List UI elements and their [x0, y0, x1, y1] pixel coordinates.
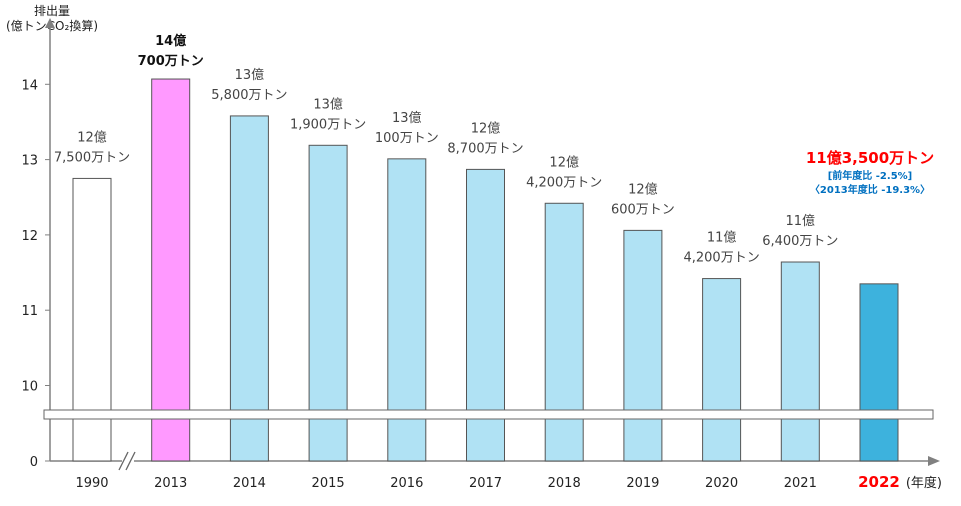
bar-label-oku: 12億: [628, 181, 658, 197]
bar-2014: [229, 115, 269, 462]
bar-label-oku: 12億: [471, 120, 501, 136]
y-axis-title-line1: 排出量: [33, 4, 70, 18]
y-tick-label: 10: [21, 380, 38, 395]
x-axis-arrow: [928, 456, 940, 466]
bar-2020: [702, 278, 742, 462]
bar-2013: [151, 78, 191, 462]
x-tick-label: 1990: [75, 476, 108, 491]
bar-label-oku: 11億: [786, 213, 816, 229]
y-tick-label: 12: [21, 229, 38, 244]
x-tick-label: 2020: [705, 476, 738, 491]
highlight-2013-note: 〈2013年度比 -19.3%〉: [810, 183, 930, 196]
bar-2015: [308, 144, 348, 462]
y-tick-label: 14: [21, 78, 38, 93]
axis-break-band: [43, 409, 934, 420]
y-axis-arrow: [45, 18, 55, 28]
bar-label-oku: 13億: [392, 110, 422, 126]
bar-2022: [859, 283, 899, 462]
bar-label-oku: 12億: [549, 154, 579, 170]
bar-label-man: 6,400万トン: [762, 234, 838, 249]
bar-2018: [544, 202, 584, 462]
x-tick-label: 2017: [469, 476, 502, 491]
bar-label-man: 8,700万トン: [447, 141, 523, 156]
bar-label-oku: 11億: [707, 230, 737, 246]
y-tick-label: 0: [30, 455, 38, 470]
bar-label-man: 5,800万トン: [211, 88, 287, 103]
bar-label-oku: 13億: [313, 96, 343, 112]
x-tick-label: 2016: [390, 476, 423, 491]
x-tick-label: 2013: [154, 476, 187, 491]
y-tick-label: 11: [21, 304, 38, 319]
bar-label-man: 600万トン: [611, 202, 675, 217]
x-tick-label: 2014: [233, 476, 266, 491]
x-axis-break-mark: [118, 451, 129, 471]
x-axis-break-mark: [125, 451, 136, 471]
bar-2021: [780, 261, 820, 462]
x-axis-title: (年度): [906, 475, 942, 491]
bar-label-oku: 12億: [77, 129, 107, 145]
bar-label-oku: 13億: [235, 67, 265, 83]
x-tick-label: 2018: [548, 476, 581, 491]
bar-label-man: 700万トン: [138, 54, 204, 69]
bar-label-man: 7,500万トン: [54, 150, 130, 165]
x-tick-label: 2021: [784, 476, 817, 491]
bar-label-man: 100万トン: [375, 131, 439, 146]
y-tick-label: 13: [21, 154, 38, 169]
bar-label-man: 4,200万トン: [683, 251, 759, 266]
x-tick-label: 2015: [312, 476, 345, 491]
bar-label-man: 4,200万トン: [526, 175, 602, 190]
highlight-value-label: 11億3,500万トン: [806, 149, 934, 167]
bar-label-oku: 14億: [155, 33, 186, 49]
bar-label-man: 1,900万トン: [290, 117, 366, 132]
x-tick-label: 2019: [626, 476, 659, 491]
highlight-yoy-note: [前年度比 -2.5%]: [828, 169, 913, 182]
x-tick-label: 2022: [858, 473, 900, 491]
bar-2019: [623, 229, 663, 462]
